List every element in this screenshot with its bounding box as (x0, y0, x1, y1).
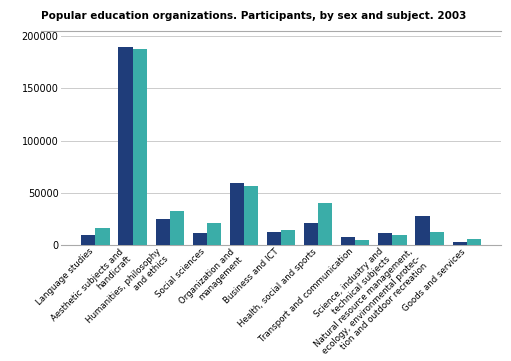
Bar (96, 228, 109, 245)
Bar (430, 232, 444, 245)
Bar (355, 240, 369, 245)
Bar (378, 233, 392, 245)
Bar (132, 49, 147, 245)
Bar (81, 235, 96, 245)
Bar (170, 211, 184, 245)
Bar (304, 223, 318, 245)
Bar (467, 239, 481, 245)
Bar (207, 223, 221, 245)
Bar (281, 230, 295, 245)
Bar (155, 219, 170, 245)
Bar (119, 47, 132, 245)
Bar (230, 183, 244, 245)
Bar (415, 216, 430, 245)
Bar (392, 235, 407, 245)
Bar (267, 232, 281, 245)
Bar (193, 233, 207, 245)
Bar (453, 242, 467, 245)
Text: Popular education organizations. Participants, by sex and subject. 2003: Popular education organizations. Partici… (41, 11, 466, 21)
Bar (318, 203, 332, 245)
Bar (341, 237, 355, 245)
Bar (244, 186, 258, 245)
